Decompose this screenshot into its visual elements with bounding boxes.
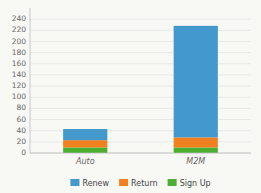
- y-tick-label: 140: [12, 70, 27, 79]
- grid-line: [30, 52, 251, 53]
- grid-line: [30, 153, 251, 154]
- grid-line: [30, 63, 251, 64]
- legend-label: Sign Up: [180, 179, 211, 188]
- bar-segment: [174, 137, 218, 147]
- legend-swatch: [70, 179, 79, 186]
- y-tick-label: 220: [12, 25, 27, 34]
- x-tick-label: Auto: [75, 157, 95, 166]
- bar-segment: [63, 129, 107, 140]
- bar-segment: [174, 147, 218, 153]
- y-axis-line: [30, 8, 31, 153]
- grid-line: [30, 74, 251, 75]
- legend-swatch: [168, 179, 177, 186]
- grid-line: [30, 30, 251, 31]
- grid-line: [30, 108, 251, 109]
- y-tick-label: 120: [12, 81, 27, 90]
- y-tick-label: 180: [12, 48, 27, 57]
- legend: Renew Return Sign Up: [70, 179, 210, 188]
- grid-line: [30, 41, 251, 42]
- y-tick-label: 80: [16, 103, 26, 112]
- y-tick-label: 100: [12, 92, 27, 101]
- bar-segment: [63, 147, 107, 153]
- y-tick-label: 20: [16, 137, 26, 146]
- x-tick-label: M2M: [186, 157, 205, 166]
- bar-segment: [63, 140, 107, 147]
- legend-label: Renew: [82, 179, 109, 188]
- y-tick-label: 60: [16, 115, 26, 124]
- bar-segment: [174, 26, 218, 138]
- chart-root: 0 20 40 60 80 100 120 140 160 180 200 220 240 Auto M2M…: [0, 0, 261, 193]
- legend-swatch: [119, 179, 128, 186]
- bars: [63, 26, 218, 153]
- chart-svg: 0 20 40 60 80 100 120 140 160 180 200 220 240 Auto M2M…: [0, 0, 261, 193]
- grid-line: [30, 119, 251, 120]
- y-tick-label: 240: [12, 14, 27, 23]
- grid-line: [30, 97, 251, 98]
- legend-label: Return: [131, 179, 158, 188]
- grid-line: [30, 19, 251, 20]
- x-axis-line: [30, 153, 251, 154]
- y-tick-label: 0: [21, 148, 26, 157]
- y-tick-label: 200: [12, 37, 27, 46]
- grid-line: [30, 86, 251, 87]
- y-tick-label: 40: [16, 126, 26, 135]
- y-tick-label: 160: [12, 59, 27, 68]
